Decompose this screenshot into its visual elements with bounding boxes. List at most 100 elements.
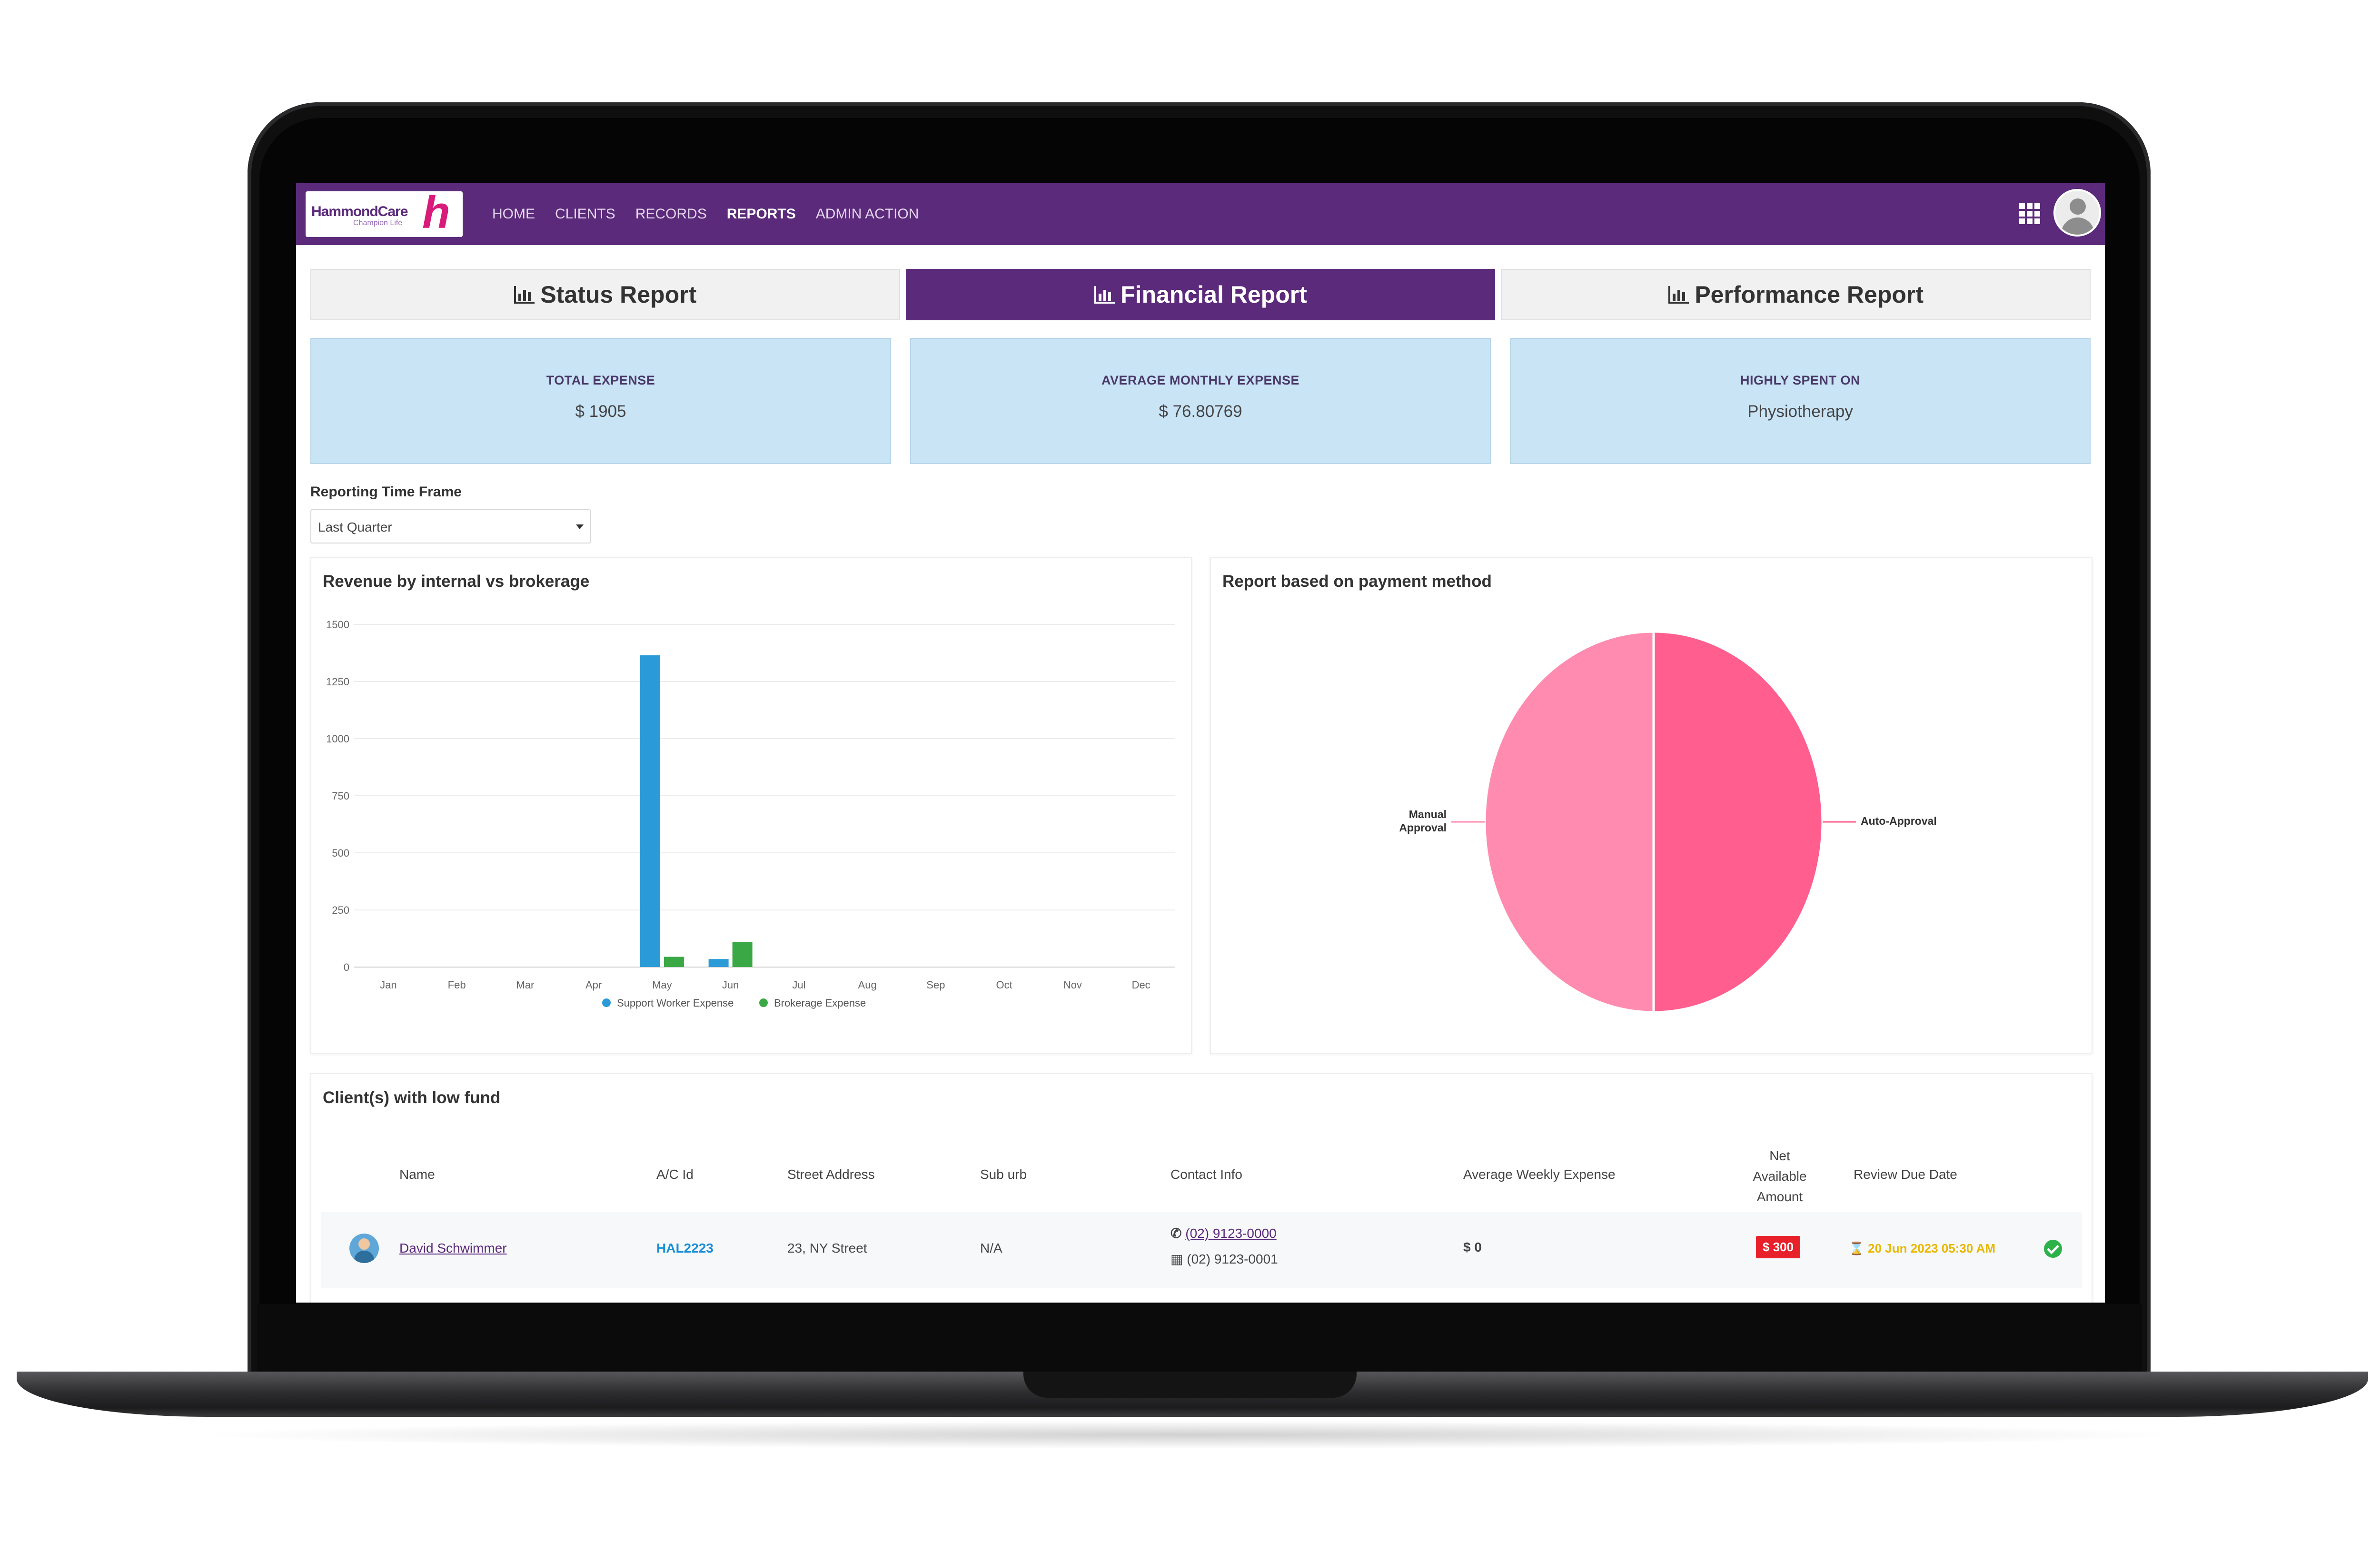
x-tick-label: Jul	[792, 979, 805, 991]
y-tick-label: 250	[332, 904, 349, 916]
header-line: Net	[1769, 1148, 1790, 1163]
chart-title: Report based on payment method	[1222, 572, 1492, 591]
laptop-chin	[257, 1304, 2142, 1378]
x-tick-label: Mar	[516, 979, 534, 991]
legend-label[interactable]: Support Worker Expense	[617, 997, 734, 1009]
caret-down-icon	[576, 524, 584, 529]
col-header-street: Street Address	[787, 1167, 875, 1182]
y-tick-label: 1250	[326, 676, 349, 688]
main-nav: HOME CLIENTS RECORDS REPORTS ADMIN ACTIO…	[492, 206, 939, 222]
header-line: Available	[1753, 1169, 1807, 1184]
nav-records[interactable]: RECORDS	[635, 206, 707, 222]
hourglass-icon: ⌛	[1849, 1241, 1864, 1255]
nav-reports[interactable]: REPORTS	[726, 206, 796, 222]
timeframe-label: Reporting Time Frame	[310, 484, 462, 500]
low-fund-table-panel: Client(s) with low fund Name A/C Id Stre…	[310, 1073, 2092, 1303]
chart-title: Revenue by internal vs brokerage	[323, 572, 590, 591]
timeframe-select[interactable]: Last Quarter	[310, 509, 591, 543]
card-value: Physiotherapy	[1747, 402, 1853, 421]
x-tick-label: Apr	[585, 979, 602, 991]
col-header-suburb: Sub urb	[980, 1167, 1027, 1182]
average-monthly-expense-card: AVERAGE MONTHLY EXPENSE $ 76.80769	[910, 338, 1491, 464]
client-street: 23, NY Street	[787, 1241, 867, 1255]
col-header-review-due: Review Due Date	[1854, 1167, 1957, 1182]
top-navbar: HammondCare Champion Life h HOME CLIENTS…	[296, 183, 2105, 245]
payment-method-chart-panel: Report based on payment method Auto-Appr…	[1210, 557, 2092, 1054]
net-available-badge: $ 300	[1756, 1236, 1801, 1258]
card-value: $ 1905	[575, 402, 626, 421]
card-label: HIGHLY SPENT ON	[1740, 373, 1861, 387]
briefcase-icon: ▦	[1170, 1252, 1183, 1266]
pie-slice-label: Approval	[1399, 821, 1447, 834]
y-tick-label: 750	[332, 790, 349, 802]
x-tick-label: Jun	[722, 979, 739, 991]
bar-brokerage-expense[interactable]	[664, 957, 684, 967]
client-work-phone-value: (02) 9123-0001	[1187, 1252, 1278, 1266]
x-tick-label: May	[652, 979, 672, 991]
tab-performance-report[interactable]: Performance Report	[1501, 269, 2091, 320]
pie-slice-auto-approval[interactable]	[1652, 630, 1824, 1014]
logo-tagline: Champion Life	[353, 219, 403, 227]
y-tick-label: 1000	[326, 733, 349, 745]
client-avg-weekly: $ 0	[1463, 1240, 1482, 1255]
legend-label[interactable]: Brokerage Expense	[774, 997, 866, 1009]
logo-mark: h	[422, 187, 450, 238]
table-title: Client(s) with low fund	[323, 1088, 501, 1107]
y-tick-label: 500	[332, 847, 349, 859]
x-tick-label: Nov	[1063, 979, 1082, 991]
tab-status-report[interactable]: Status Report	[310, 269, 900, 320]
check-circle-icon[interactable]	[2044, 1240, 2062, 1258]
col-header-contact: Contact Info	[1170, 1167, 1242, 1182]
logo-text: HammondCare	[311, 204, 408, 219]
phone-icon: ✆	[1170, 1226, 1182, 1241]
header-line: Amount	[1756, 1189, 1803, 1204]
app-logo[interactable]: HammondCare Champion Life h	[306, 187, 463, 238]
report-tabs: Status Report Financial Report Performan…	[310, 269, 2091, 320]
nav-home[interactable]: HOME	[492, 206, 535, 222]
table-row[interactable]: David Schwimmer HAL2223 23, NY Street N/…	[321, 1212, 2082, 1288]
client-work-phone: ▦ (02) 9123-0001	[1170, 1251, 1278, 1267]
bar-support-worker-expense[interactable]	[708, 959, 729, 967]
x-tick-label: Dec	[1132, 979, 1150, 991]
bar-brokerage-expense[interactable]	[732, 942, 753, 967]
tab-label: Status Report	[540, 281, 697, 308]
client-phone-link[interactable]: (02) 9123-0000	[1185, 1226, 1277, 1241]
screen: HammondCare Champion Life h HOME CLIENTS…	[296, 183, 2105, 1303]
client-avatar	[349, 1234, 379, 1263]
client-suburb: N/A	[980, 1241, 1002, 1255]
legend-swatch	[602, 998, 611, 1007]
review-due: ⌛ 20 Jun 2023 05:30 AM	[1849, 1241, 1995, 1256]
user-avatar[interactable]	[2053, 189, 2101, 237]
timeframe-value: Last Quarter	[318, 520, 392, 534]
tab-label: Financial Report	[1121, 281, 1307, 308]
revenue-bar-chart: 0 250 500 750 1000 1250 1500 Jan Feb Mar Apr May Jun…	[326, 619, 1175, 1009]
tab-label: Performance Report	[1695, 281, 1924, 308]
nav-clients[interactable]: CLIENTS	[555, 206, 615, 222]
nav-admin-action[interactable]: ADMIN ACTION	[815, 206, 919, 222]
pie-slice-label: Auto-Approval	[1861, 815, 1937, 827]
x-tick-label: Aug	[858, 979, 877, 991]
review-due-date: 20 Jun 2023 05:30 AM	[1868, 1241, 1996, 1255]
apps-grid-icon[interactable]	[2019, 203, 2040, 224]
highly-spent-on-card: HIGHLY SPENT ON Physiotherapy	[1510, 338, 2091, 464]
client-phone: ✆ (02) 9123-0000	[1170, 1225, 1277, 1241]
legend-swatch	[759, 998, 768, 1007]
col-header-net-available: Net Available Amount	[1749, 1146, 1811, 1207]
x-tick-label: Oct	[996, 979, 1012, 991]
card-label: TOTAL EXPENSE	[546, 373, 655, 387]
chart-icon	[1094, 286, 1115, 304]
pie-slice-manual-approval[interactable]	[1483, 630, 1655, 1014]
tab-financial-report[interactable]: Financial Report	[905, 269, 1496, 320]
summary-cards: TOTAL EXPENSE $ 1905 AVERAGE MONTHLY EXP…	[310, 338, 2091, 464]
y-tick-label: 0	[344, 961, 349, 973]
x-tick-label: Sep	[926, 979, 945, 991]
col-header-acid: A/C Id	[656, 1167, 694, 1182]
client-name-link[interactable]: David Schwimmer	[399, 1241, 507, 1255]
bar-support-worker-expense[interactable]	[640, 655, 660, 967]
col-header-avg-weekly: Average Weekly Expense	[1463, 1167, 1616, 1182]
x-tick-label: Jan	[380, 979, 397, 991]
card-label: AVERAGE MONTHLY EXPENSE	[1101, 373, 1300, 387]
chart-icon	[514, 286, 535, 304]
x-tick-label: Feb	[448, 979, 466, 991]
